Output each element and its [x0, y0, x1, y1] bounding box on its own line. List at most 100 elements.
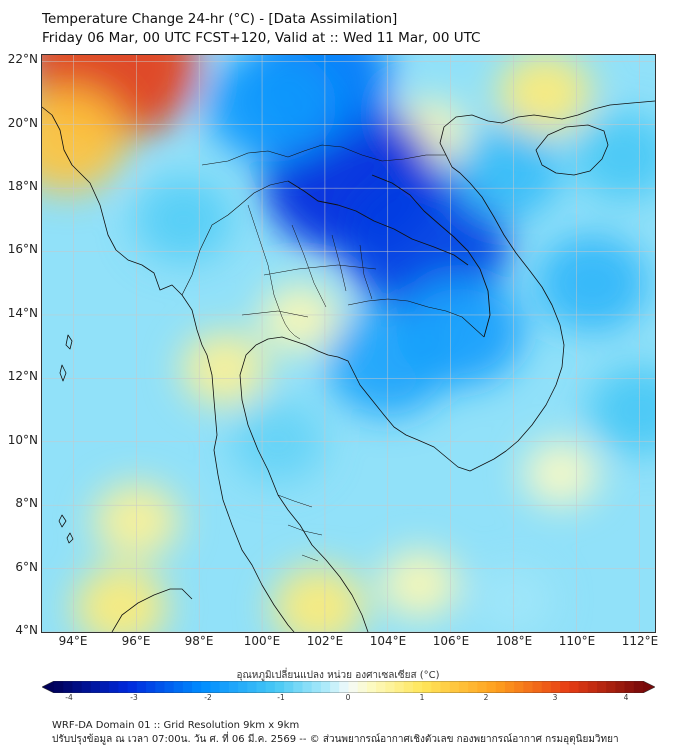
- colorbar-cell: [265, 681, 276, 693]
- colorbar-cell: [293, 681, 303, 693]
- colorbar-cell: [412, 681, 423, 693]
- colorbar-cell: [339, 681, 349, 693]
- colorbar-cell: [560, 681, 570, 693]
- lat-label-8: 8°N: [15, 496, 38, 510]
- lon-label-96: 96°E: [121, 634, 151, 648]
- colorbar-cell: [633, 681, 644, 693]
- field-blob-14: [206, 55, 337, 163]
- colorbar-cell: [302, 681, 313, 693]
- field-blob-8: [73, 565, 168, 632]
- footer-line-2: ปรับปรุงข้อมูล ณ เวลา 07:00น. วัน ศ. ที่…: [52, 734, 619, 745]
- colorbar-cell: [541, 681, 552, 693]
- lat-label-18: 18°N: [7, 179, 38, 193]
- colorbar-cell: [100, 681, 110, 693]
- colorbar-cell: [514, 681, 524, 693]
- coastlines-and-borders: [42, 100, 655, 632]
- colorbar-cell: [320, 681, 331, 693]
- sumatra-coast: [111, 588, 193, 632]
- colorbar-cell: [173, 681, 184, 693]
- colorbar-tick-1: 1: [419, 693, 425, 702]
- colorbar-cell: [366, 681, 377, 693]
- colorbar-tick-3: 3: [552, 693, 558, 702]
- colorbar-cell: [394, 681, 405, 693]
- colorbar-title: อุณหภูมิเปลี่ยนแปลง หน่วย องศาเซลเซียส (…: [236, 670, 440, 681]
- temperature-map: [42, 55, 655, 632]
- colorbar-cell: [127, 681, 138, 693]
- graticule: [42, 55, 655, 632]
- lat-label-6: 6°N: [15, 560, 38, 574]
- colorbar-cell: [569, 681, 580, 693]
- field-blob-9: [379, 550, 459, 619]
- colorbar-cell: [596, 681, 607, 693]
- lon-label-98: 98°E: [184, 634, 214, 648]
- colorbar-max-arrow: [643, 681, 655, 693]
- border-thailand-cambodia: [347, 298, 485, 338]
- colorbar-cell: [228, 681, 239, 693]
- colorbar-cell: [468, 681, 478, 693]
- map-panel[interactable]: [41, 54, 656, 633]
- colorbar-cell: [219, 681, 230, 693]
- colorbar-tick-m3: -3: [130, 693, 138, 702]
- coastline-bay-of-bengal: [42, 106, 295, 632]
- colorbar-cell: [81, 681, 92, 693]
- colorbar-cell: [504, 681, 515, 693]
- colorbar-cell: [256, 681, 267, 693]
- colorbar-min-arrow: [42, 681, 54, 693]
- thai-provinces: [241, 204, 377, 340]
- footer-line-1: WRF-DA Domain 01 :: Grid Resolution 9km …: [52, 720, 300, 731]
- colorbar-cell: [201, 681, 211, 693]
- field-blob-4: [181, 331, 268, 407]
- colorbar-cell: [192, 681, 202, 693]
- colorbar-cell: [578, 681, 589, 693]
- colorbar-cell: [210, 681, 221, 693]
- colorbar-cell: [63, 681, 73, 693]
- lon-label-108: 108°E: [495, 634, 533, 648]
- malay-borders: [277, 494, 323, 562]
- colorbar-cell: [477, 681, 488, 693]
- field-blob-16: [396, 275, 524, 387]
- colorbar-cell: [606, 681, 616, 693]
- colorbar-cell: [311, 681, 322, 693]
- border-china-north: [201, 144, 446, 166]
- border-thailand-laos: [287, 180, 469, 266]
- coastline-gulf-of-tonkin: [439, 100, 655, 168]
- lat-label-12: 12°N: [7, 369, 38, 383]
- lat-label-22: 22°N: [7, 52, 38, 66]
- colorbar-cell: [431, 681, 442, 693]
- field-blob-7: [271, 565, 366, 632]
- temperature-field: [42, 55, 655, 632]
- colorbar: [42, 681, 655, 693]
- colorbar-cell: [72, 681, 83, 693]
- title-line-2: Friday 06 Mar, 00 UTC FCST+120, Valid at…: [42, 30, 481, 46]
- nicobar-islands: [58, 514, 74, 544]
- colorbar-cell: [550, 681, 561, 693]
- colorbar-cell: [357, 681, 368, 693]
- colorbar-cell: [247, 681, 257, 693]
- colorbar-tick-m1: -1: [277, 693, 285, 702]
- colorbar-cell: [624, 681, 635, 693]
- field-blob-21: [134, 177, 233, 263]
- colorbar-cell: [109, 681, 119, 693]
- colorbar-tick-m4: -4: [65, 693, 73, 702]
- lon-label-110: 110°E: [558, 634, 596, 648]
- field-blob-19: [572, 112, 655, 201]
- colorbar-tick-m2: -2: [204, 693, 212, 702]
- colorbar-cell: [486, 681, 497, 693]
- colorbar-cell: [274, 681, 285, 693]
- colorbar-cell: [155, 681, 165, 693]
- field-blob-1: [42, 88, 127, 193]
- field-blob-5: [260, 283, 340, 353]
- colorbar-cell: [182, 681, 193, 693]
- lon-label-94: 94°E: [58, 634, 88, 648]
- lon-label-100: 100°E: [243, 634, 281, 648]
- lat-label-16: 16°N: [7, 242, 38, 256]
- colorbar-cell: [348, 681, 359, 693]
- chart-title: Temperature Change 24-hr (°C) - [Data As…: [42, 10, 480, 48]
- colorbar-cell: [587, 681, 598, 693]
- andaman-islands: [59, 334, 73, 382]
- lat-label-10: 10°N: [7, 433, 38, 447]
- colorbar-cell: [238, 681, 248, 693]
- colorbar-cell: [495, 681, 506, 693]
- colorbar-cell: [118, 681, 129, 693]
- colorbar-cell: [523, 681, 534, 693]
